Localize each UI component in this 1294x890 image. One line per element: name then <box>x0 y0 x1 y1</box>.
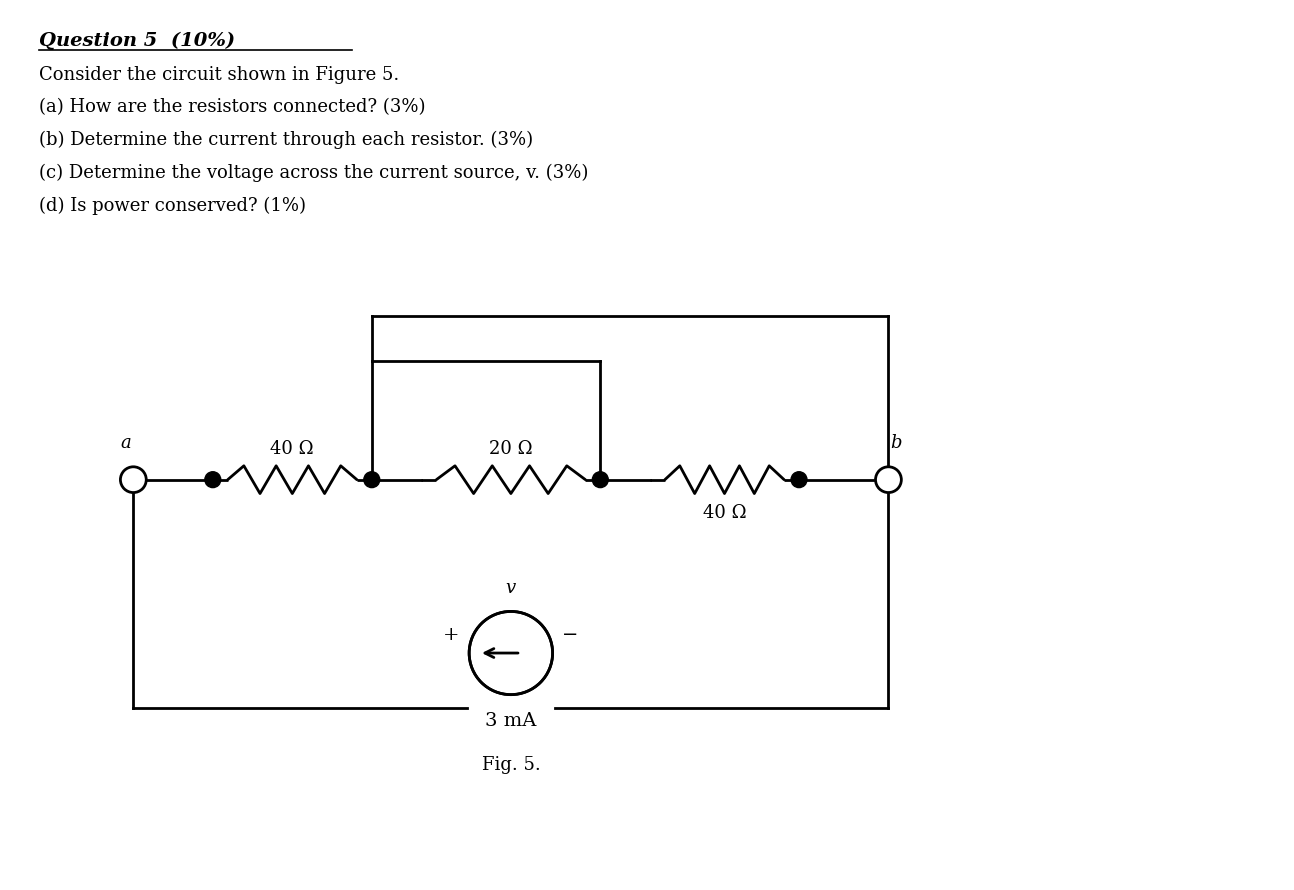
Text: Consider the circuit shown in Figure 5.: Consider the circuit shown in Figure 5. <box>39 66 399 84</box>
Text: a: a <box>120 434 131 452</box>
Circle shape <box>791 472 807 488</box>
Circle shape <box>593 472 608 488</box>
Circle shape <box>364 472 379 488</box>
Text: (a) How are the resistors connected? (3%): (a) How are the resistors connected? (3%… <box>39 98 426 117</box>
Circle shape <box>876 466 902 492</box>
Text: 3 mA: 3 mA <box>485 713 537 731</box>
Text: 40 Ω: 40 Ω <box>703 505 747 522</box>
Text: b: b <box>890 434 902 452</box>
Text: Question 5  (10%): Question 5 (10%) <box>39 32 236 50</box>
Circle shape <box>204 472 221 488</box>
Text: 20 Ω: 20 Ω <box>489 440 533 457</box>
Circle shape <box>120 466 146 492</box>
Text: 40 Ω: 40 Ω <box>270 440 314 457</box>
Text: −: − <box>563 627 578 644</box>
Text: (d) Is power conserved? (1%): (d) Is power conserved? (1%) <box>39 197 305 214</box>
Text: Fig. 5.: Fig. 5. <box>481 756 541 774</box>
Text: (c) Determine the voltage across the current source, v. (3%): (c) Determine the voltage across the cur… <box>39 164 589 182</box>
Text: (b) Determine the current through each resistor. (3%): (b) Determine the current through each r… <box>39 131 533 150</box>
Text: v: v <box>506 578 516 596</box>
Circle shape <box>470 611 553 694</box>
Text: +: + <box>443 627 459 644</box>
